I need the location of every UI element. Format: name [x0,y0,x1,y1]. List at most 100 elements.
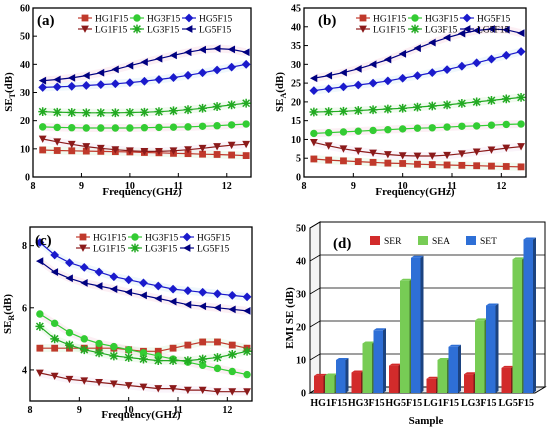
data-point [35,238,45,247]
data-point [95,378,103,387]
data-point [38,83,48,92]
x-tick-label: 8 [28,405,33,416]
x-tick-label: 12 [222,181,232,192]
data-point [38,123,47,131]
data-point [354,158,362,166]
bar-set-hg5f15 [411,255,424,393]
data-point [183,386,192,395]
data-point [124,346,133,354]
gridline [309,221,545,229]
data-point [67,140,76,149]
data-point [242,346,252,356]
data-point [124,288,133,297]
data-point [154,347,162,355]
bar-set-lg3f15 [486,303,499,393]
data-point [458,161,466,169]
data-point [502,120,510,129]
data-point [383,55,392,64]
gridline [309,320,545,328]
y-tick-label: 10 [291,135,301,146]
data-point [139,383,148,391]
x-tick-label: 8 [31,181,36,192]
data-point [52,82,62,92]
band-hg5f15 [42,60,247,92]
data-point [472,148,481,156]
data-point [198,144,207,153]
data-point [228,305,236,314]
data-point [67,81,77,91]
legend-label: HG1F15 [95,15,129,25]
panel-c-ylabel-sub: R [7,315,16,321]
bar-top [437,358,450,360]
data-point [309,107,319,117]
data-point [227,62,237,72]
data-point [442,100,452,110]
data-point [473,162,481,170]
data-point [369,126,377,135]
data-point [169,106,178,116]
data-point [155,123,163,132]
series-lg3f15 [38,98,251,118]
panel-a-label: (a) [37,13,55,29]
y-tick-label: 40 [296,257,306,268]
bar-side [495,303,499,393]
bar-front [362,343,372,393]
data-point [184,48,192,57]
data-point [96,144,105,153]
data-point [501,94,511,104]
x-tick-label: HG1F15 [310,398,347,409]
data-point [38,135,47,143]
y-tick-label: 35 [291,41,301,52]
data-point [243,306,251,315]
data-point [80,377,89,385]
data-point [487,95,496,105]
bar-set-lg5f15 [523,237,536,393]
data-point [227,290,237,300]
data-point [213,143,221,151]
data-point [354,147,363,155]
panel-b-series [309,25,526,171]
bar-sea-hg1f15 [325,373,338,393]
legend-label: LG3F15 [147,26,179,36]
bar-set-hg1f15 [336,358,349,393]
bar-top [475,318,488,321]
data-point [457,98,467,108]
data-point [214,338,221,346]
series-hg5f15 [38,59,251,92]
legend-label: HG1F15 [93,234,127,244]
legend-item-lg5f15: LG5F15 [182,25,231,36]
data-point [96,108,106,118]
bar-sea-lg1f15 [437,358,450,393]
y-tick-label: 30 [291,60,301,71]
legend-marker [81,14,89,22]
data-point [227,121,236,129]
y-tick-label: 50 [20,32,30,43]
data-point [110,342,118,351]
x-tick-label: 12 [496,181,506,192]
data-point [383,151,392,159]
data-point [183,300,192,309]
legend-item-set: SET [466,236,497,247]
legend-marker [130,243,140,253]
legend-swatch [370,236,380,245]
data-point [368,105,378,115]
data-point [169,344,177,352]
data-point [35,322,45,331]
data-point [198,45,206,54]
data-point [309,139,318,147]
data-point [109,380,118,388]
data-point [227,100,237,110]
series-lg5f15 [38,44,250,85]
legend-swatch [418,236,428,245]
data-point [517,29,525,38]
panel-a-ylabel-main: SE [3,98,15,111]
data-point [354,64,362,73]
bar-front [400,280,410,393]
data-point [213,388,222,396]
panel-b-ylabel-sub: A [279,93,288,99]
y-tick-label: 30 [20,88,30,99]
data-point [154,107,164,117]
data-point [428,152,437,160]
bar-front [336,360,346,393]
data-point [472,97,482,107]
